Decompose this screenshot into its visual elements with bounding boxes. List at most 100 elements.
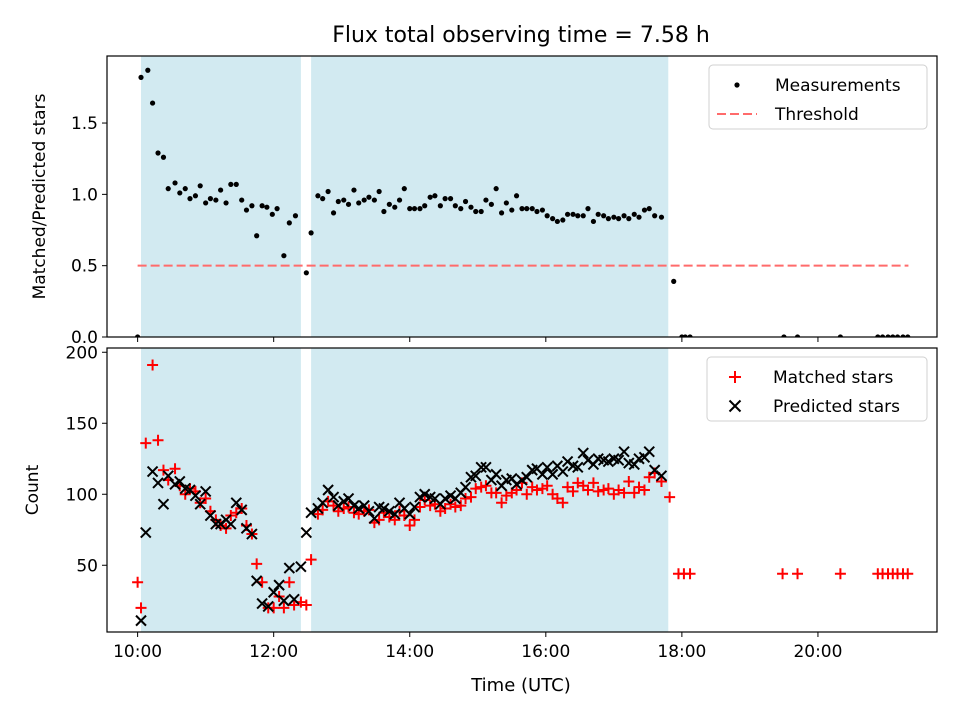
predicted-star-point (521, 471, 533, 483)
measurement-point (631, 211, 637, 217)
measurement-point (447, 196, 454, 202)
predicted-star-point (363, 505, 375, 518)
predicted-star-point (246, 528, 258, 540)
measurement-point (564, 211, 571, 217)
measurement-point (894, 334, 901, 337)
matched-star-point (251, 558, 263, 570)
predicted-star-point (140, 526, 152, 539)
measurement-point (621, 213, 627, 219)
matched-star-point (531, 484, 543, 496)
measurement-point (554, 218, 560, 225)
predicted-star-point (439, 492, 451, 505)
predicted-star-point (283, 562, 296, 574)
measurement-point (513, 193, 520, 199)
matched-star-point (490, 487, 502, 499)
predicted-star-point (475, 461, 487, 473)
matched-star-point (777, 568, 789, 580)
measurement-point (442, 196, 448, 202)
matched-star-point (541, 480, 553, 492)
measurement-point (437, 203, 443, 209)
matched-star-point (592, 485, 604, 497)
matched-star-point (664, 491, 676, 503)
measurement-point (509, 207, 515, 213)
x-tick-label: 14:00 (385, 642, 434, 662)
measurement-point (488, 201, 494, 207)
data-points (132, 359, 914, 627)
measurement-point (172, 180, 178, 186)
measurement-point (524, 206, 530, 212)
predicted-star-point (146, 465, 159, 478)
x-tick-label: 18:00 (657, 642, 706, 662)
predicted-star-point (490, 468, 502, 481)
measurement-point (233, 181, 239, 187)
measurement-point (330, 210, 337, 216)
measurement-point (274, 206, 280, 212)
measurement-point (138, 74, 144, 80)
measurement-point (575, 213, 581, 219)
predicted-star-point (383, 505, 396, 518)
measurement-point (345, 201, 352, 207)
predicted-star-point (157, 498, 170, 510)
predicted-star-point (655, 470, 668, 482)
measurement-point (794, 334, 801, 337)
measurement-point (550, 216, 556, 222)
measurement-point (187, 196, 193, 202)
predicted-star-point (389, 508, 401, 520)
y-tick-label: 0.5 (71, 257, 98, 277)
measurement-point (595, 211, 601, 217)
predicted-star-point (602, 455, 615, 468)
measurement-point (483, 197, 489, 203)
measurement-point (417, 206, 423, 212)
x-tick-label: 12:00 (249, 642, 298, 662)
predicted-star-point (305, 507, 317, 519)
predicted-star-point (235, 504, 248, 516)
matched-star-point (567, 485, 579, 497)
legend-label: Matched stars (773, 368, 893, 388)
predicted-star-point (194, 498, 206, 510)
measurement-point (401, 186, 407, 192)
matched-star-point (409, 514, 421, 526)
measurement-point (626, 216, 632, 222)
measurement-point (890, 334, 896, 337)
matched-star-point (521, 488, 533, 500)
measurement-point (503, 200, 509, 206)
matched-star-point (480, 480, 492, 492)
measurement-point (641, 207, 648, 213)
predicted-star-point (273, 579, 285, 591)
predicted-star-point (643, 445, 655, 458)
predicted-star-point (459, 481, 472, 493)
matched-star-point (460, 493, 472, 505)
predicted-star-point (316, 497, 329, 509)
predicted-star-point (210, 518, 222, 530)
measurement-point (218, 187, 224, 193)
measurement-point (682, 334, 688, 337)
matched-star-point (602, 483, 614, 495)
predicted-star-point (536, 468, 549, 481)
matched-star-point (157, 464, 169, 476)
x-tick-label: 16:00 (521, 642, 570, 662)
measurement-point (356, 200, 362, 206)
measurement-point (264, 204, 270, 210)
matched-star-point (152, 434, 164, 446)
measurement-point (254, 233, 260, 239)
measurement-point (478, 208, 484, 215)
measurement-point (636, 214, 642, 220)
measurement-point (837, 334, 843, 337)
measurement-point (671, 278, 677, 284)
predicted-star-point (577, 447, 589, 459)
predicted-star-point (408, 501, 421, 513)
measurement-point (560, 217, 566, 223)
measurement-point (177, 190, 183, 196)
matched-star-point (135, 602, 147, 614)
measurement-point (585, 206, 591, 212)
measurement-point (539, 207, 546, 213)
predicted-star-point (480, 461, 492, 473)
predicted-star-point (300, 526, 313, 539)
matched-star-point (628, 487, 640, 499)
measurement-point (611, 214, 617, 220)
matched-star-point (300, 599, 312, 611)
matched-star-point (684, 568, 696, 580)
star-count-panel: 50 100 150 200 10:00 12:00 14:00 16:00 18:00 20:0… (23, 343, 938, 662)
matched-star-point (618, 487, 630, 499)
